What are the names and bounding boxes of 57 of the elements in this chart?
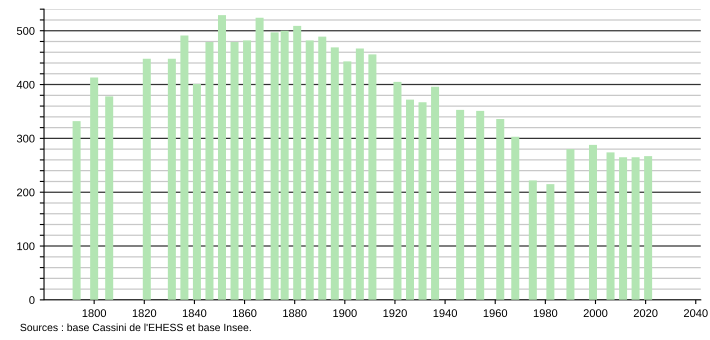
bar bbox=[90, 78, 98, 300]
bar bbox=[293, 26, 302, 300]
bar bbox=[180, 36, 188, 300]
y-tick-label: 300 bbox=[16, 134, 35, 143]
y-tick-label: 200 bbox=[17, 188, 35, 196]
bar bbox=[256, 18, 264, 300]
y-tick-label: 100 bbox=[17, 242, 35, 250]
bar bbox=[566, 149, 574, 300]
bar bbox=[243, 40, 252, 300]
bar bbox=[270, 32, 279, 300]
bar bbox=[192, 84, 201, 300]
x-tick-label: 1860 bbox=[233, 309, 256, 318]
source-note: Sources : base Cassini de l'EHESS et base Insee. bbox=[20, 323, 251, 332]
bar bbox=[619, 157, 628, 300]
bar bbox=[105, 96, 114, 300]
x-tick-label: 1880 bbox=[283, 309, 307, 318]
bar bbox=[356, 48, 364, 300]
bar bbox=[406, 100, 414, 300]
x-tick-label: 1920 bbox=[383, 309, 407, 318]
bar bbox=[431, 86, 440, 300]
y-tick-label: 400 bbox=[16, 80, 35, 89]
bar bbox=[280, 30, 289, 300]
bar bbox=[218, 15, 226, 300]
bar bbox=[546, 184, 554, 300]
bar bbox=[476, 110, 484, 300]
x-tick-label: 1900 bbox=[333, 309, 357, 318]
bar bbox=[418, 102, 427, 300]
bar bbox=[318, 36, 326, 300]
x-tick-label: 1840 bbox=[182, 309, 206, 318]
bar bbox=[343, 61, 352, 300]
bar bbox=[230, 42, 239, 300]
bar bbox=[72, 121, 81, 300]
bar bbox=[393, 82, 402, 300]
y-tick-label: 0 bbox=[29, 296, 35, 304]
x-tick-label: 2040 bbox=[684, 309, 708, 318]
x-tick-label: 1820 bbox=[132, 309, 156, 318]
bar bbox=[306, 40, 314, 300]
x-tick-label: 1960 bbox=[484, 309, 508, 318]
y-tick-label: 500 bbox=[16, 26, 35, 35]
bar bbox=[588, 144, 597, 300]
bar bbox=[606, 152, 615, 300]
x-tick-label: 1800 bbox=[82, 309, 106, 318]
bar bbox=[330, 47, 339, 300]
bar bbox=[644, 156, 652, 300]
bar bbox=[168, 58, 176, 300]
x-tick-label: 2000 bbox=[584, 309, 608, 318]
bar bbox=[205, 42, 214, 300]
bar bbox=[368, 54, 376, 300]
bar bbox=[632, 157, 640, 300]
x-tick-label: 1980 bbox=[534, 309, 558, 318]
x-tick-label: 2020 bbox=[634, 309, 658, 318]
bar bbox=[456, 110, 464, 300]
bar bbox=[511, 136, 520, 300]
bar bbox=[496, 119, 504, 300]
x-tick-label: 1940 bbox=[434, 309, 458, 318]
bar bbox=[142, 58, 151, 300]
bar bbox=[528, 180, 537, 300]
